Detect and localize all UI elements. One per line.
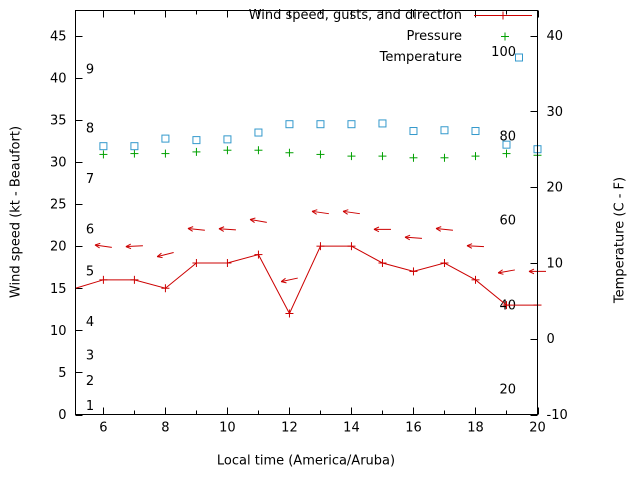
beaufort-inner-labels: 1 2 3 4 5 6 7 8 9 (86, 62, 94, 414)
svg-text:-10: -10 (547, 408, 568, 423)
y-tick-labels: 0 5 10 15 20 25 30 35 40 45 (50, 29, 67, 423)
legend-label-pressure: Pressure (406, 29, 462, 44)
temperature-square-icon (472, 50, 534, 65)
fahrenheit-inner-labels: 20 40 60 80 100 (491, 45, 516, 397)
svg-text:15: 15 (50, 282, 67, 297)
svg-text:20: 20 (50, 240, 67, 255)
svg-text:14: 14 (343, 421, 360, 436)
chart-legend: Wind speed, gusts, and direction Pressur… (249, 5, 534, 68)
svg-text:4: 4 (86, 315, 94, 330)
svg-text:3: 3 (86, 349, 94, 364)
svg-text:1: 1 (86, 399, 94, 414)
svg-text:0: 0 (547, 332, 555, 347)
svg-text:8: 8 (86, 121, 94, 136)
legend-item-wind: Wind speed, gusts, and direction (249, 5, 534, 26)
svg-text:10: 10 (50, 324, 67, 339)
axis-ticks (75, 10, 539, 416)
pressure-plus-icon (472, 29, 534, 44)
plot-border (75, 10, 538, 415)
legend-item-temperature: Temperature (249, 47, 534, 68)
legend-label-wind: Wind speed, gusts, and direction (248, 8, 462, 23)
svg-text:16: 16 (405, 421, 422, 436)
y2-tick-labels: -10 0 10 20 30 40 (547, 29, 568, 423)
svg-text:40: 40 (50, 71, 67, 86)
svg-text:2: 2 (86, 374, 94, 389)
svg-text:30: 30 (50, 156, 67, 171)
svg-text:0: 0 (58, 408, 66, 423)
svg-text:40: 40 (547, 29, 564, 44)
svg-text:5: 5 (86, 264, 94, 279)
temperature-series (99, 119, 542, 154)
svg-text:20: 20 (529, 421, 546, 436)
svg-text:10: 10 (219, 421, 236, 436)
svg-text:5: 5 (58, 366, 66, 381)
svg-text:18: 18 (467, 421, 484, 436)
svg-text:6: 6 (86, 222, 94, 237)
svg-text:40: 40 (499, 298, 516, 313)
wind-line-plus-icon (472, 8, 534, 23)
svg-text:9: 9 (86, 62, 94, 77)
legend-label-temperature: Temperature (379, 50, 462, 65)
svg-text:35: 35 (50, 113, 67, 128)
svg-text:45: 45 (50, 29, 67, 44)
svg-text:10: 10 (547, 256, 564, 271)
svg-text:60: 60 (499, 213, 516, 228)
svg-text:80: 80 (499, 129, 516, 144)
svg-text:6: 6 (99, 421, 107, 436)
svg-text:8: 8 (161, 421, 169, 436)
pressure-series (99, 146, 542, 162)
svg-text:30: 30 (547, 105, 564, 120)
svg-text:100: 100 (491, 45, 516, 60)
svg-text:20: 20 (499, 382, 516, 397)
y-axis-title: Wind speed (kt - Beaufort) (8, 125, 24, 299)
svg-text:20: 20 (547, 181, 564, 196)
y2-axis-title: Temperature (C - F) (612, 176, 628, 304)
wind-speed-series (75, 242, 542, 318)
x-axis-title: Local time (America/Aruba) (216, 453, 396, 469)
svg-text:25: 25 (50, 198, 67, 213)
x-tick-labels: 6 8 10 12 14 16 18 20 (99, 421, 546, 436)
wind-gusts-and-direction-series (94, 209, 546, 284)
legend-item-pressure: Pressure (249, 26, 534, 47)
svg-text:12: 12 (281, 421, 298, 436)
svg-text:7: 7 (86, 172, 94, 187)
